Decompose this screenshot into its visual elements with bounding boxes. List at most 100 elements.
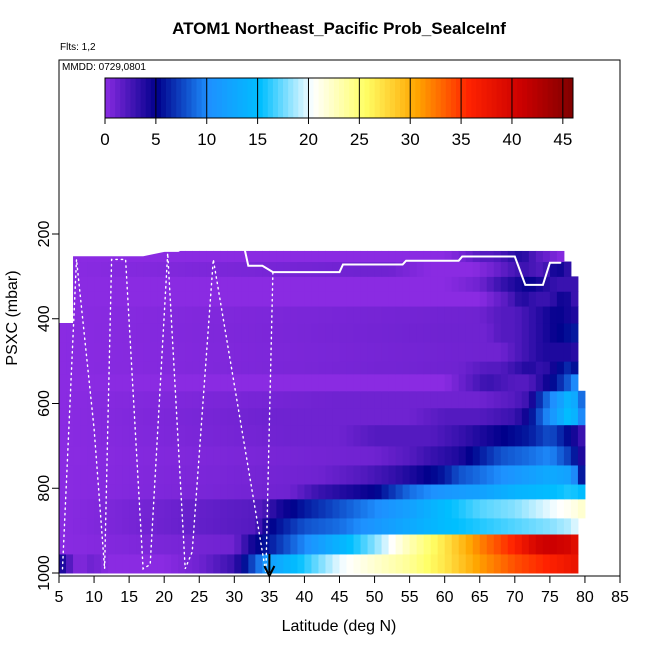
heatmap-cell [234, 498, 242, 519]
heatmap-cell [178, 342, 186, 362]
heatmap-cell [360, 498, 369, 519]
heatmap-cell [73, 291, 81, 307]
heatmap-cell [80, 553, 88, 574]
heatmap-cell [304, 291, 312, 307]
heatmap-cell [199, 498, 207, 519]
heatmap-cell [108, 261, 116, 277]
heatmap-cell [178, 445, 186, 466]
heatmap-cell [269, 407, 277, 426]
heatmap-cell [234, 373, 242, 392]
colorbar-segment [272, 78, 279, 118]
heatmap-cell [143, 306, 151, 324]
heatmap-cell [157, 553, 165, 574]
heatmap-cell [493, 390, 502, 409]
heatmap-cell [395, 276, 404, 292]
heatmap-cell [458, 407, 467, 426]
colorbar-segment [349, 78, 355, 118]
heatmap-cell [381, 484, 390, 500]
heatmap-cell [472, 445, 481, 466]
heatmap-cell [255, 390, 263, 409]
heatmap-cell [248, 306, 256, 324]
heatmap-cell [563, 390, 572, 409]
heatmap-cell [157, 484, 165, 500]
heatmap-cell [325, 306, 333, 324]
heatmap-cell [367, 534, 376, 555]
heatmap-cell [171, 322, 179, 343]
heatmap-cell [444, 407, 453, 426]
heatmap-cell [115, 306, 123, 324]
heatmap-cell [283, 498, 291, 519]
heatmap-cell [185, 553, 193, 574]
heatmap-cell [437, 322, 446, 343]
heatmap [59, 250, 586, 574]
heatmap-cell [479, 534, 488, 555]
heatmap-cell [80, 407, 88, 426]
heatmap-cell [500, 424, 509, 447]
heatmap-cell [528, 498, 537, 519]
heatmap-cell [276, 361, 284, 375]
heatmap-cell [430, 276, 439, 292]
heatmap-cell [535, 306, 544, 324]
colorbar-segment [359, 78, 365, 118]
heatmap-cell [255, 250, 263, 263]
heatmap-cell [367, 306, 376, 324]
heatmap-cell [164, 553, 172, 574]
heatmap-cell [129, 424, 137, 447]
heatmap-cell [507, 464, 516, 485]
heatmap-cell [416, 424, 425, 447]
heatmap-cell [185, 407, 193, 426]
heatmap-cell [297, 361, 305, 375]
heatmap-cell [493, 342, 502, 362]
heatmap-cell [479, 517, 488, 535]
heatmap-cell [472, 276, 481, 292]
heatmap-cell [395, 445, 404, 466]
heatmap-cell [108, 342, 116, 362]
heatmap-cell [87, 390, 95, 409]
heatmap-cell [157, 498, 165, 519]
colorbar-tick-label: 5 [151, 130, 160, 149]
heatmap-cell [311, 291, 319, 307]
colorbar-segment [252, 78, 259, 118]
heatmap-cell [143, 291, 151, 307]
heatmap-cell [437, 517, 446, 535]
heatmap-cell [556, 517, 565, 535]
heatmap-cell [171, 291, 179, 307]
heatmap-cell [332, 407, 340, 426]
heatmap-cell [339, 517, 348, 535]
colorbar-segment [557, 78, 564, 118]
x-tick-label: 20 [155, 589, 173, 606]
colorbar-segment [181, 78, 187, 118]
heatmap-cell [528, 484, 537, 500]
colorbar-segment [537, 78, 543, 118]
colorbar-segment [415, 78, 421, 118]
heatmap-cell [339, 424, 348, 447]
heatmap-cell [297, 553, 305, 574]
heatmap-cell [255, 464, 263, 485]
heatmap-cell [416, 361, 425, 375]
y-tick-label: 1000 [36, 555, 53, 591]
heatmap-cell [199, 424, 207, 447]
heatmap-cell [318, 373, 326, 392]
heatmap-cell [213, 342, 221, 362]
heatmap-cell [87, 261, 95, 277]
heatmap-cell [416, 517, 425, 535]
heatmap-cell [346, 517, 355, 535]
heatmap-cell [416, 445, 425, 466]
heatmap-cell [290, 322, 298, 343]
heatmap-cell [220, 261, 228, 277]
colorbar-segment [196, 78, 203, 118]
heatmap-cell [416, 484, 425, 500]
x-axis-label: Latitude (deg N) [282, 618, 397, 635]
heatmap-cell [129, 306, 137, 324]
heatmap-cell [59, 445, 67, 466]
heatmap-cell [500, 261, 509, 277]
heatmap-cell [346, 306, 355, 324]
heatmap-cell [542, 517, 551, 535]
heatmap-cell [493, 517, 502, 535]
heatmap-cell [430, 322, 439, 343]
colorbar-segment [364, 78, 370, 118]
heatmap-cell [283, 464, 291, 485]
heatmap-cell [101, 306, 109, 324]
heatmap-cell [115, 484, 123, 500]
heatmap-cell [255, 407, 263, 426]
